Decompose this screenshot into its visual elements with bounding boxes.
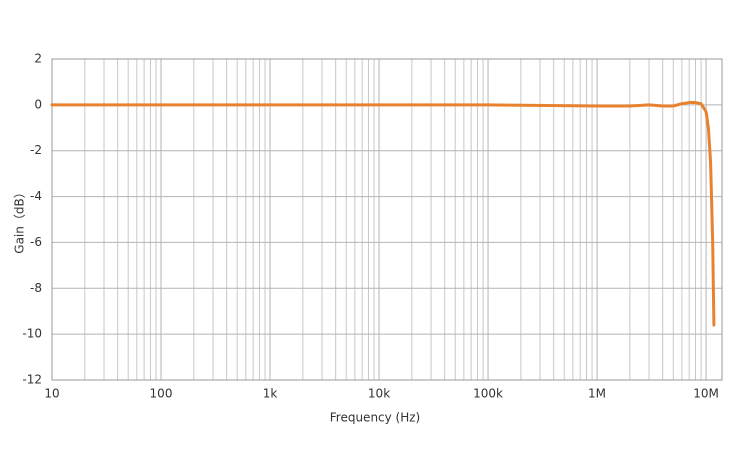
y-tick-label: 0 bbox=[34, 97, 42, 111]
y-tick-label: -12 bbox=[22, 373, 42, 387]
y-axis-label: Gain（dB） bbox=[13, 186, 27, 253]
plot-frame bbox=[51, 58, 723, 381]
x-tick-label: 10M bbox=[693, 387, 719, 401]
y-tick-label: -4 bbox=[30, 189, 42, 203]
x-tick-label: 10k bbox=[368, 387, 390, 401]
x-tick-label: 1M bbox=[588, 387, 606, 401]
y-tick-label: -2 bbox=[30, 143, 42, 157]
y-tick-label: -8 bbox=[30, 281, 42, 295]
line bbox=[50, 101, 716, 327]
y-tick-label: -10 bbox=[22, 327, 42, 341]
x-tick-label: 1k bbox=[263, 387, 278, 401]
x-tick-label: 100 bbox=[150, 387, 173, 401]
y-tick-label: 2 bbox=[34, 52, 42, 66]
x-axis-label: Frequency (Hz) bbox=[330, 411, 421, 425]
x-tick-label: 100k bbox=[473, 387, 503, 401]
y-tick-label: -6 bbox=[30, 235, 42, 249]
x-tick-label: 10 bbox=[44, 387, 59, 401]
